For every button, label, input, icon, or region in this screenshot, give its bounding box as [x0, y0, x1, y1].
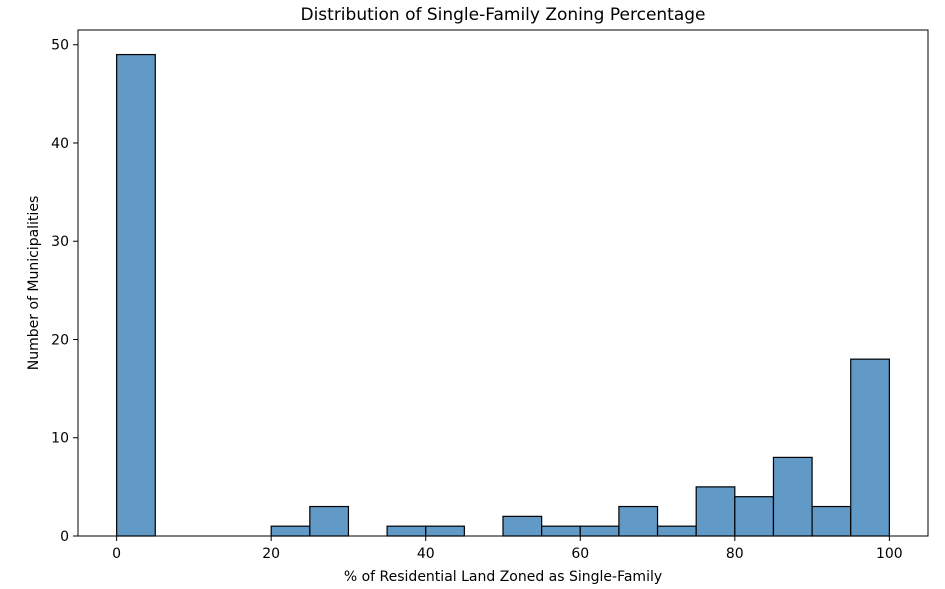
y-tick-label: 40 [51, 136, 69, 152]
y-tick-label: 10 [51, 431, 69, 447]
histogram-bar-35-40 [386, 525, 427, 537]
histogram-bar-70-75 [656, 525, 697, 537]
x-tick-label: 100 [876, 546, 903, 562]
histogram-bar-25-30 [309, 505, 350, 537]
histogram-bar-90-95 [811, 505, 852, 537]
bars-group [116, 53, 890, 537]
histogram-bar-75-80 [695, 486, 736, 537]
histogram-bar-40-45 [425, 525, 465, 537]
x-tick-label: 40 [417, 546, 435, 562]
x-tick-label: 60 [571, 546, 589, 562]
histogram-bar-80-85 [734, 496, 775, 537]
x-tick-label: 20 [262, 546, 280, 562]
histogram-bar-50-55 [502, 515, 543, 537]
histogram-bar-55-60 [541, 525, 581, 537]
y-tick-label: 20 [51, 332, 69, 348]
y-axis: 0 10 20 30 40 50 [51, 38, 78, 545]
y-tick-label: 30 [51, 234, 69, 250]
chart-title: Distribution of Single-Family Zoning Per… [300, 5, 705, 25]
histogram-bar-65-70 [618, 505, 659, 537]
x-axis: 0 20 40 60 80 100 [112, 536, 903, 562]
y-tick-label: 0 [60, 529, 69, 545]
y-axis-label: Number of Municipalities [26, 196, 42, 370]
histogram-bar-60-65 [579, 525, 620, 537]
x-tick-label: 0 [112, 546, 121, 562]
histogram-bar-95-100 [850, 358, 890, 537]
histogram-bar-0-5 [116, 53, 156, 537]
plot-frame [77, 29, 929, 537]
x-tick-label: 80 [726, 546, 744, 562]
histogram-bar-20-25 [270, 525, 311, 537]
histogram-bar-85-90 [772, 456, 813, 537]
x-axis-label: % of Residential Land Zoned as Single-Fa… [344, 569, 662, 585]
y-tick-label: 50 [51, 38, 69, 54]
